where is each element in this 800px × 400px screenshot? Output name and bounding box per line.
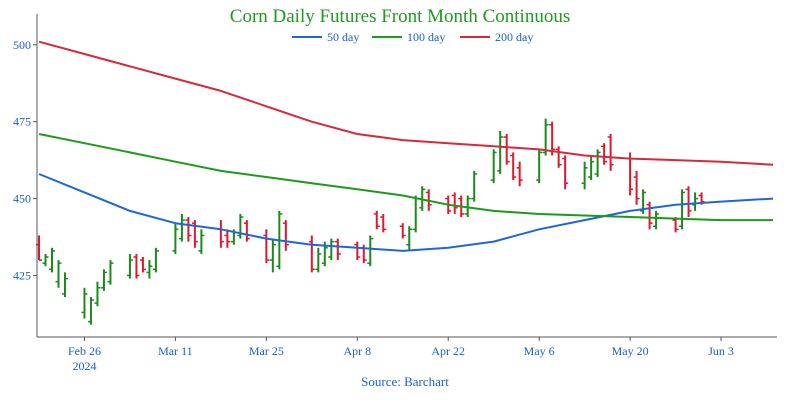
legend-label: 200 day: [495, 30, 533, 44]
ohlc-bar: [412, 195, 419, 233]
ohlc-bar: [61, 272, 68, 298]
x-tick-label: Mar 25: [249, 344, 284, 358]
ohlc-bar: [451, 192, 458, 214]
ohlc-bar: [399, 223, 406, 239]
ohlc-bar: [237, 213, 244, 239]
ohlc-bar: [55, 260, 62, 288]
ohlc-bar: [354, 241, 361, 261]
series-line-200-day: [38, 40, 774, 166]
ohlc-bar: [555, 146, 562, 168]
series-line-100-day: [38, 133, 773, 222]
ohlc-bar: [36, 235, 42, 261]
x-tick-label: Mar 11: [158, 344, 193, 358]
ohlc-bar: [328, 238, 335, 261]
y-tick-label: 500: [13, 38, 31, 52]
x-tick-label: Apr 8: [343, 344, 371, 358]
ohlc-bar: [471, 170, 478, 202]
x-tick-label: Apr 22: [431, 344, 465, 358]
x-tick-label: Jun 3: [708, 344, 734, 358]
ohlc-bar: [308, 235, 315, 273]
ohlc-bar: [380, 213, 387, 233]
legend-item: 100 day: [372, 30, 445, 44]
ohlc-bar: [497, 130, 504, 174]
y-ticks: 425 450 475 500: [13, 38, 37, 282]
chart-title: Corn Daily Futures Front Month Continuou…: [230, 6, 570, 27]
ohlc-bar: [373, 210, 380, 230]
ohlc-bar: [692, 192, 699, 211]
ohlc-bar: [646, 201, 653, 230]
legend: 50 day 100 day 200 day: [292, 30, 533, 44]
ohlc-bar: [198, 229, 205, 254]
ohlc-bar: [185, 217, 192, 242]
legend-label: 50 day: [327, 30, 359, 44]
y-tick-label: 450: [13, 192, 31, 206]
ohlc-bar: [263, 229, 270, 264]
ohlc-bar: [588, 155, 595, 181]
moving-average-lines: [38, 40, 774, 252]
ohlc-bar: [464, 195, 471, 218]
ohlc-bars: [36, 118, 705, 325]
legend-item: 50 day: [292, 30, 359, 44]
ohlc-bar: [334, 238, 341, 261]
ohlc-bar: [178, 213, 185, 242]
ohlc-bar: [133, 253, 140, 279]
ohlc-bar: [685, 186, 692, 218]
ohlc-bar: [516, 161, 523, 187]
ohlc-bar: [146, 260, 153, 279]
x-tick-label: Feb 26: [68, 344, 101, 358]
ohlc-bar: [315, 247, 322, 273]
ohlc-bar: [549, 121, 556, 156]
y-tick-label: 475: [13, 115, 31, 129]
ohlc-bar: [107, 260, 114, 285]
ohlc-bar: [594, 149, 601, 178]
legend-item: 200 day: [460, 30, 533, 44]
source-label: Source: Barchart: [361, 374, 449, 389]
ohlc-bar: [224, 229, 231, 248]
ohlc-bar: [217, 220, 224, 248]
ohlc-bar: [581, 161, 588, 190]
ohlc-bar: [633, 170, 640, 205]
ohlc-bar: [679, 189, 686, 230]
legend-label: 100 day: [407, 30, 445, 44]
ohlc-bar: [536, 149, 543, 184]
ohlc-bar: [191, 220, 198, 248]
ohlc-bar: [490, 149, 497, 184]
ohlc-bar: [406, 226, 413, 251]
x-tick-year-label: 2024: [72, 359, 96, 373]
x-tick-label: May 20: [612, 344, 649, 358]
ohlc-bar: [139, 257, 146, 273]
ohlc-bar: [152, 247, 159, 273]
ohlc-bar: [653, 210, 660, 230]
ohlc-bar: [269, 238, 276, 273]
ohlc-bar: [243, 220, 250, 242]
ohlc-bar: [81, 287, 88, 319]
ohlc-bar: [367, 235, 374, 267]
ohlc-bar: [42, 253, 49, 267]
ohlc-bar: [503, 133, 510, 165]
ohlc-bar: [601, 143, 608, 165]
series-line-50-day: [38, 173, 774, 252]
ohlc-bar: [48, 247, 55, 273]
x-tick-label: May 6: [524, 344, 555, 358]
ohlc-bar: [94, 281, 101, 307]
ohlc-bar: [87, 297, 94, 325]
ohlc-bar: [510, 152, 517, 181]
y-tick-label: 425: [13, 268, 31, 282]
ohlc-bar: [172, 223, 179, 254]
ohlc-bar: [607, 133, 614, 171]
ohlc-bar: [100, 269, 107, 291]
ohlc-bar: [126, 253, 133, 279]
ohlc-bar: [562, 155, 569, 190]
ohlc-bar: [282, 220, 289, 251]
